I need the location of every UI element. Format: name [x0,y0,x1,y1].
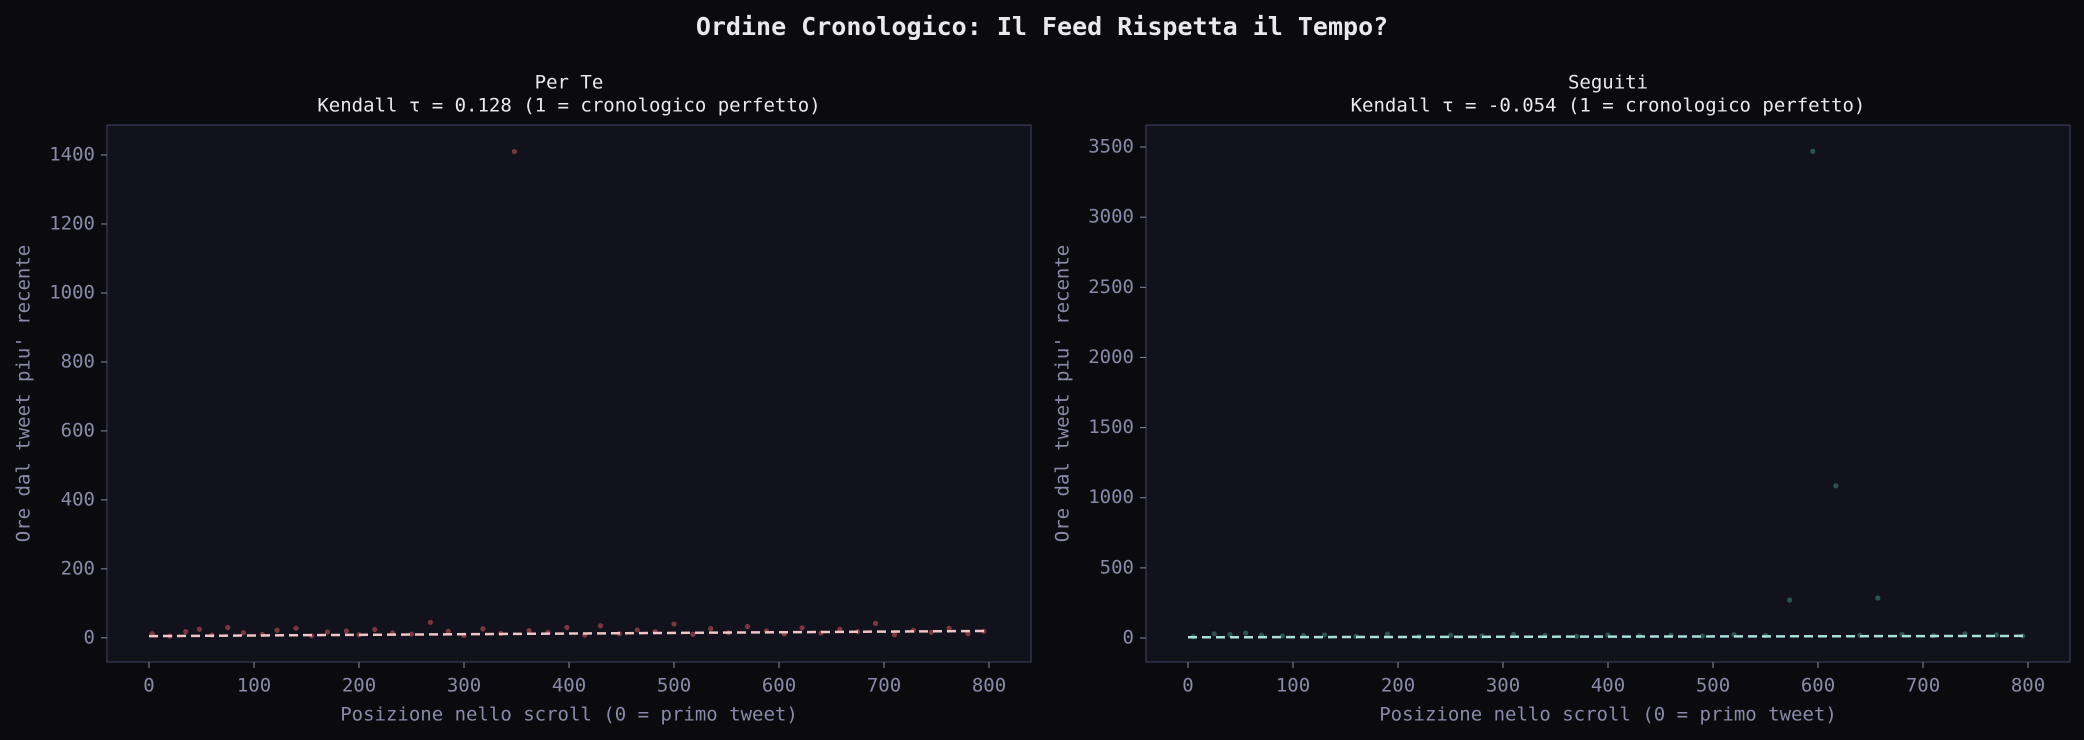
x-tick-label: 0 [143,675,154,697]
data-point [634,627,640,633]
x-tick-label: 800 [972,675,1006,697]
x-tick-label: 600 [1801,675,1835,697]
data-point [1279,633,1286,639]
plot-area [106,124,1032,663]
figure-title: Ordine Cronologico: Il Feed Rispetta il … [696,12,1388,41]
data-point [1810,148,1816,154]
data-point [873,620,879,626]
data-point [1993,632,2000,638]
data-point [965,631,971,637]
data-point [526,628,532,634]
data-point [480,626,486,632]
data-point [293,625,299,631]
subplot-title: Seguiti [1568,72,1648,94]
data-point [324,629,331,635]
data-point [274,627,280,633]
data-point [1384,631,1391,637]
data-point [183,629,189,635]
data-point [196,626,202,632]
data-point [1573,633,1580,639]
data-point [1243,630,1249,636]
subplot-title: Per Te [535,72,604,94]
x-tick-label: 500 [657,675,691,697]
y-axis-label: Ore dal tweet piu' recente [13,245,35,542]
data-point [1447,632,1454,638]
data-point [1787,597,1793,603]
plot-area [1145,124,2071,663]
y-tick-label: 1000 [1088,486,1134,508]
x-tick-label: 200 [1381,675,1415,697]
data-point [427,619,433,625]
data-point [946,625,952,631]
trend-line [1187,634,2029,639]
data-point [408,631,415,637]
trend-line [148,629,990,638]
data-point [564,624,570,631]
y-tick-label: 2500 [1088,276,1134,298]
x-axis-label: Posizione nello scroll (0 = primo tweet) [340,704,798,726]
data-point [708,625,714,632]
data-point [671,621,677,627]
data-point [1321,632,1328,638]
x-tick-label: 600 [762,675,796,697]
y-axis-label: Ore dal tweet piu' recente [1052,245,1074,542]
y-tick-label: 2000 [1088,346,1134,368]
y-tick-label: 3500 [1088,136,1134,158]
data-point [1699,633,1706,639]
data-point [891,632,898,638]
data-point [225,624,231,631]
data-point [1875,595,1881,601]
x-tick-label: 700 [1906,675,1940,697]
data-point [511,148,517,155]
y-tick-label: 400 [61,488,95,510]
x-axis-label: Posizione nello scroll (0 = primo tweet) [1379,704,1837,726]
y-tick-label: 3000 [1088,206,1134,228]
data-point [1833,483,1839,489]
y-tick-label: 0 [84,626,95,648]
x-tick-label: 300 [447,675,481,697]
x-tick-label: 0 [1182,675,1193,697]
subplot-subtitle: Kendall τ = 0.128 (1 = cronologico perfe… [317,95,820,117]
x-tick-label: 400 [1591,675,1625,697]
y-tick-label: 1200 [49,212,95,234]
y-tick-label: 0 [1123,627,1134,649]
data-point [1227,631,1233,638]
y-tick-label: 600 [61,419,95,441]
data-point [799,625,805,631]
x-tick-label: 400 [552,675,586,697]
data-point [837,626,843,632]
data-point [597,623,604,629]
x-tick-label: 500 [1696,675,1730,697]
x-tick-label: 100 [1276,675,1310,697]
x-tick-label: 300 [1486,675,1520,697]
y-tick-label: 1400 [49,144,95,166]
data-point [240,630,247,636]
x-tick-label: 800 [2011,675,2045,697]
data-point [744,623,751,630]
data-point [928,629,934,635]
x-tick-label: 200 [342,675,376,697]
data-point [1211,631,1217,637]
y-tick-label: 1000 [49,281,95,303]
data-point [343,628,349,634]
x-tick-label: 700 [867,675,901,697]
data-point [372,626,378,633]
y-tick-label: 200 [61,557,95,579]
x-tick-label: 100 [237,675,271,697]
subplot-subtitle: Kendall τ = -0.054 (1 = cronologico perf… [1351,95,1866,117]
y-tick-label: 1500 [1088,416,1134,438]
data-point [690,631,696,638]
y-tick-label: 500 [1100,556,1134,578]
data-point [445,628,451,634]
y-tick-label: 800 [61,350,95,372]
